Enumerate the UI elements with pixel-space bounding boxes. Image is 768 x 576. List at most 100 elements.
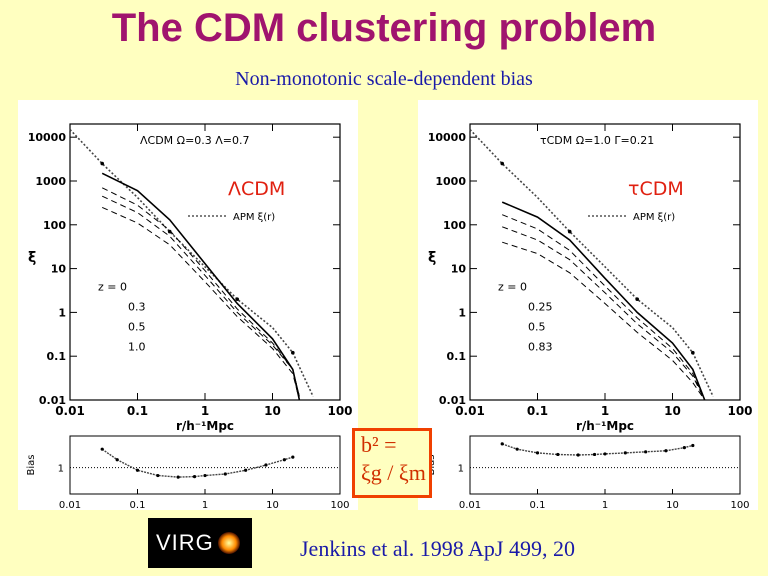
bias-point xyxy=(664,449,668,453)
bias-x-tick-label: 0.1 xyxy=(130,500,146,510)
y-tick-label: 0.1 xyxy=(47,350,67,363)
slide-title: The CDM clustering problem xyxy=(111,6,657,50)
y-tick-label: 10000 xyxy=(28,131,67,144)
y-tick-label: 10 xyxy=(51,263,67,276)
bias-point xyxy=(691,443,695,448)
y-tick-label: 100 xyxy=(443,219,466,232)
x-tick-label: 1 xyxy=(601,404,609,418)
redshift-title: z = 0 xyxy=(498,280,527,293)
bias-point xyxy=(223,472,227,476)
bias-x-tick-label: 1 xyxy=(602,500,608,510)
redshift-label: 1.0 xyxy=(128,340,146,353)
bias-point xyxy=(556,452,560,457)
redshift-label: 0.83 xyxy=(528,340,553,353)
bias-point xyxy=(291,455,295,459)
model-parameters: ΛCDM Ω=0.3 Λ=0.7 xyxy=(140,134,250,147)
bias-definition-box: b² = ξg / ξm xyxy=(352,428,432,498)
series-line xyxy=(469,128,714,397)
bias-point xyxy=(603,452,607,456)
series-line xyxy=(101,172,301,401)
bias-point xyxy=(100,447,104,451)
virgo-glow-icon xyxy=(218,532,240,554)
y-tick-label: 0.01 xyxy=(439,394,466,407)
virgo-logo: VIRG xyxy=(148,518,252,568)
redshift-label: 0.5 xyxy=(128,320,146,333)
redshift-label: 0.5 xyxy=(528,320,546,333)
legend-label: APM ξ(r) xyxy=(233,212,275,223)
bias-x-tick-label: 10 xyxy=(266,500,279,510)
bias-frame xyxy=(69,435,341,495)
bias-x-tick-label: 100 xyxy=(730,500,749,510)
virgo-logo-text: VIRG xyxy=(156,530,214,555)
x-tick-label: 0.1 xyxy=(127,404,148,418)
x-tick-label: 0.01 xyxy=(455,404,485,418)
slide-subtitle: Non-monotonic scale-dependent bias xyxy=(235,68,533,90)
bias-curve xyxy=(101,448,294,478)
bias-formula-line2: ξg / ξm xyxy=(361,460,426,485)
y-tick-label: 10 xyxy=(451,263,467,276)
y-tick-label: 100 xyxy=(43,219,66,232)
x-tick-label: 100 xyxy=(727,404,752,418)
bias-point xyxy=(535,451,540,455)
bias-point xyxy=(192,475,197,479)
y-axis-label: ξ xyxy=(28,250,36,266)
bias-point xyxy=(682,446,686,450)
bias-x-tick-label: 1 xyxy=(202,500,208,510)
bias-point xyxy=(282,458,286,462)
y-tick-label: 0.01 xyxy=(39,394,66,407)
x-tick-label: 10 xyxy=(264,404,281,418)
bias-tick-label: 1 xyxy=(58,464,64,475)
data-point xyxy=(235,297,240,302)
x-tick-label: 10 xyxy=(664,404,681,418)
data-point xyxy=(500,161,505,166)
bias-point xyxy=(156,473,160,478)
data-point xyxy=(291,350,295,355)
bias-x-tick-label: 100 xyxy=(330,500,349,510)
bias-axis-label: Bias xyxy=(26,455,37,476)
series-line xyxy=(101,195,300,397)
y-tick-label: 1000 xyxy=(435,175,466,188)
x-tick-label: 100 xyxy=(327,404,352,418)
redshift-title: z = 0 xyxy=(98,280,127,293)
data-point xyxy=(691,350,695,355)
plot-frame xyxy=(69,123,341,401)
bias-point xyxy=(500,442,504,446)
series-line xyxy=(502,226,706,401)
series-line xyxy=(502,214,706,401)
y-axis-label: ξ xyxy=(428,250,436,266)
legend-label: APM ξ(r) xyxy=(633,212,675,223)
model-parameters: τCDM Ω=1.0 Γ=0.21 xyxy=(540,134,654,147)
bias-point xyxy=(176,475,180,479)
model-overlay-label: τCDM xyxy=(628,178,684,200)
bias-x-tick-label: 0.1 xyxy=(530,500,546,510)
bias-point xyxy=(515,447,519,451)
bias-point xyxy=(203,473,207,478)
lcdm-figure-panel: 0.01 0.01 0.1 0.1 1 1 10 10 100 100 0.01 0.1 1 10 100 1… xyxy=(18,100,358,511)
bias-x-tick-label: 0.01 xyxy=(459,500,481,510)
redshift-label: 0.3 xyxy=(128,300,146,313)
bias-point xyxy=(135,468,140,472)
x-axis-label: r/h⁻¹Mpc xyxy=(176,419,234,433)
y-tick-label: 10000 xyxy=(428,131,467,144)
series-line xyxy=(501,201,706,401)
bias-curve xyxy=(501,443,693,456)
x-tick-label: 0.01 xyxy=(55,404,85,418)
bias-point xyxy=(576,453,580,457)
bias-point xyxy=(623,451,627,455)
y-tick-label: 1000 xyxy=(35,175,66,188)
model-overlay-label: ΛCDM xyxy=(228,178,285,200)
y-tick-label: 1 xyxy=(58,306,66,319)
bias-point xyxy=(644,450,648,454)
y-tick-label: 0.1 xyxy=(447,350,467,363)
bias-point xyxy=(264,463,268,467)
y-tick-label: 1 xyxy=(458,306,466,319)
lcdm-correlation-chart: 0.010.010.10.11110101001000.010.11101001… xyxy=(26,123,353,511)
tcdm-figure-panel: 0.01 0.01 0.1 0.1 1 1 10 10 100 100 0.01 0.1 1 10 100 1… xyxy=(418,100,758,511)
x-tick-label: 1 xyxy=(201,404,209,418)
bias-x-tick-label: 0.01 xyxy=(59,500,81,510)
series-line xyxy=(69,128,314,397)
bias-point xyxy=(115,458,119,462)
plot-frame xyxy=(469,123,741,401)
bias-x-tick-label: 10 xyxy=(666,500,679,510)
series-line xyxy=(502,241,706,401)
